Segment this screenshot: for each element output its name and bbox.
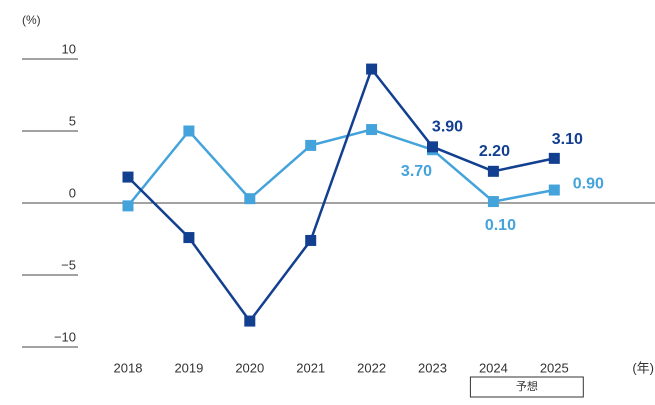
data-point [183, 125, 195, 137]
series-line [127, 128, 555, 207]
data-label: 2.20 [479, 143, 510, 160]
series-line [127, 66, 555, 324]
data-point [548, 184, 560, 196]
x-tick-label: 2018 [114, 361, 143, 376]
x-tick-label: 2019 [174, 361, 203, 376]
data-point [487, 165, 499, 177]
x-tick-label: 2022 [357, 361, 386, 376]
y-tick-label: 10 [62, 42, 76, 57]
data-label: 0.90 [573, 176, 604, 193]
axis-layer: 10 5 0 −5 −10 2018 2019 2020 2021 2022 2023 2024 202… [22, 42, 655, 376]
data-label: 0.10 [485, 217, 516, 234]
x-tick-label: 2024 [479, 361, 508, 376]
data-label: 3.10 [552, 131, 583, 148]
data-label-layer: 3.70 0.10 0.90 3.90 2.20 3.10 [401, 118, 604, 234]
data-point [427, 141, 438, 153]
x-tick-label: 2023 [418, 361, 447, 376]
y-tick-label: −10 [54, 330, 76, 345]
y-tick-label: 0 [69, 186, 76, 201]
x-tick-label: 2025 [540, 361, 569, 376]
y-tick-label: 5 [69, 114, 76, 129]
forecast-box [469, 376, 584, 398]
data-point [305, 234, 317, 246]
data-point [305, 139, 317, 151]
data-point [244, 193, 256, 205]
y-tick-label: −5 [61, 258, 76, 273]
data-point [122, 171, 134, 183]
data-point [244, 315, 256, 327]
data-point [487, 196, 499, 208]
forecast-marker: 予想 [469, 376, 584, 398]
series-layer [122, 63, 560, 327]
y-unit-label: (%) [22, 13, 41, 27]
forecast-label: 予想 [516, 379, 538, 393]
x-tick-label: 2020 [235, 361, 264, 376]
data-point [366, 63, 378, 75]
data-point [548, 152, 560, 164]
x-tick-label: 2021 [296, 361, 325, 376]
data-point [183, 232, 195, 244]
data-label: 3.90 [432, 118, 463, 135]
data-label: 3.70 [401, 163, 432, 180]
data-point [366, 124, 378, 136]
data-point [122, 200, 134, 212]
x-unit-label: (年) [632, 361, 654, 376]
